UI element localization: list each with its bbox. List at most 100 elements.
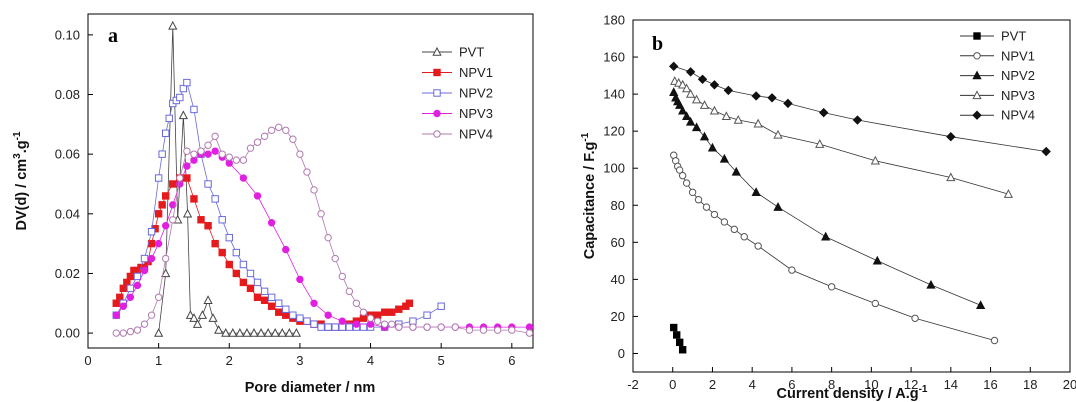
data-point-npv1 bbox=[211, 239, 219, 248]
x-tick-label: 0 bbox=[669, 377, 676, 392]
data-point-npv2 bbox=[154, 174, 163, 182]
data-point-npv4 bbox=[352, 299, 361, 307]
data-point-npv3 bbox=[296, 275, 304, 284]
panel-a-label: a bbox=[108, 25, 118, 47]
legend-marker bbox=[433, 109, 441, 118]
data-point-npv3 bbox=[204, 150, 212, 158]
data-point-npv4 bbox=[685, 67, 696, 77]
legend-marker bbox=[973, 32, 981, 40]
data-point-npv2 bbox=[678, 105, 688, 115]
data-point-npv3 bbox=[310, 299, 318, 307]
data-point-npv4 bbox=[669, 61, 679, 72]
legend-label: NPV3 bbox=[459, 106, 493, 121]
data-point-npv1 bbox=[275, 308, 283, 316]
series-pvt bbox=[154, 20, 302, 337]
data-point-pvt bbox=[270, 328, 280, 337]
data-point-npv2 bbox=[872, 255, 882, 265]
data-point-npv2 bbox=[161, 129, 170, 137]
data-point-npv3 bbox=[267, 219, 276, 227]
data-point-npv4 bbox=[225, 153, 233, 161]
legend-item-npv2: NPV2 bbox=[422, 86, 493, 101]
data-point-pvt bbox=[221, 328, 231, 337]
series-npv1 bbox=[670, 151, 999, 345]
data-point-npv4 bbox=[331, 254, 339, 263]
data-point-npv4 bbox=[204, 141, 212, 149]
data-point-pvt bbox=[291, 328, 302, 337]
data-point-npv2 bbox=[183, 78, 191, 87]
data-point-pvt bbox=[242, 328, 252, 337]
panel-b-series bbox=[669, 61, 1051, 354]
data-point-npv3 bbox=[870, 155, 880, 165]
data-point-npv4 bbox=[818, 107, 829, 118]
data-point-npv1 bbox=[730, 225, 739, 234]
data-point-npv4 bbox=[388, 320, 396, 328]
data-point-npv2 bbox=[975, 300, 986, 310]
data-point-npv2 bbox=[331, 323, 339, 331]
data-point-npv3 bbox=[126, 293, 135, 302]
data-point-npv4 bbox=[140, 320, 149, 328]
data-point-npv3 bbox=[773, 129, 783, 139]
data-point-npv3 bbox=[525, 323, 534, 331]
data-point-npv1 bbox=[702, 203, 711, 211]
data-point-npv2 bbox=[165, 114, 173, 123]
data-point-npv4 bbox=[190, 150, 198, 158]
y-tick-label: 0.04 bbox=[55, 206, 80, 221]
panel-a-series bbox=[112, 20, 534, 337]
data-point-npv2 bbox=[275, 299, 283, 307]
data-point-npv1 bbox=[232, 269, 241, 278]
y-tick-label: 0.06 bbox=[55, 147, 80, 162]
data-point-npv2 bbox=[232, 248, 241, 257]
series-line-npv4 bbox=[116, 126, 530, 334]
data-point-npv2 bbox=[691, 122, 702, 132]
data-point-npv3 bbox=[699, 100, 710, 109]
legend-marker bbox=[433, 89, 441, 97]
panel-a-ticks: 0 1 2 3 4 5 6 0.00 0.02 0.04 0.06 0.08 0.10 bbox=[55, 27, 516, 368]
data-point-npv4 bbox=[451, 323, 460, 331]
legend-label: NPV3 bbox=[1001, 88, 1035, 103]
legend-marker bbox=[433, 130, 441, 138]
data-point-npv3 bbox=[815, 139, 825, 148]
data-point-npv1 bbox=[990, 336, 999, 345]
data-point-npv4 bbox=[239, 156, 248, 164]
data-point-pvt bbox=[263, 328, 273, 337]
data-point-npv2 bbox=[773, 202, 783, 211]
data-point-npv1 bbox=[116, 293, 124, 302]
series-pvt bbox=[670, 323, 687, 354]
data-point-npv3 bbox=[721, 111, 731, 121]
legend-marker bbox=[972, 70, 982, 80]
data-point-npv1 bbox=[239, 278, 248, 287]
legend-marker bbox=[973, 52, 981, 60]
data-point-npv3 bbox=[733, 114, 743, 124]
data-point-npv1 bbox=[158, 201, 166, 209]
x-tick-label: 14 bbox=[944, 377, 958, 392]
data-point-npv4 bbox=[253, 138, 262, 146]
data-point-npv4 bbox=[246, 144, 255, 152]
data-point-npv1 bbox=[119, 284, 128, 293]
data-point-npv4 bbox=[183, 147, 191, 155]
legend-label: PVT bbox=[459, 45, 484, 60]
data-point-npv4 bbox=[465, 326, 474, 334]
data-point-npv3 bbox=[338, 317, 346, 325]
data-point-npv4 bbox=[359, 308, 368, 316]
data-point-npv1 bbox=[190, 195, 198, 203]
data-point-npv4 bbox=[852, 115, 863, 125]
data-point-npv4 bbox=[317, 210, 325, 218]
data-point-npv3 bbox=[183, 162, 191, 170]
data-point-npv1 bbox=[678, 171, 687, 180]
legend-marker bbox=[972, 110, 982, 120]
data-point-npv2 bbox=[225, 233, 233, 242]
data-point-npv3 bbox=[154, 239, 163, 248]
data-point-npv4 bbox=[267, 126, 276, 135]
data-point-npv2 bbox=[246, 269, 255, 278]
data-point-npv3 bbox=[225, 159, 233, 167]
data-point-npv2 bbox=[751, 187, 761, 196]
data-point-npv4 bbox=[289, 135, 297, 143]
data-point-npv1 bbox=[126, 272, 135, 281]
y-tick-label: 60 bbox=[611, 235, 625, 250]
panel-a-y-axis-label: DV(d) / cm3.g-1 bbox=[12, 131, 30, 230]
data-point-npv4 bbox=[493, 326, 502, 334]
data-point-npv4 bbox=[1041, 146, 1051, 157]
data-point-npv4 bbox=[345, 287, 354, 296]
data-point-npv2 bbox=[317, 323, 325, 331]
